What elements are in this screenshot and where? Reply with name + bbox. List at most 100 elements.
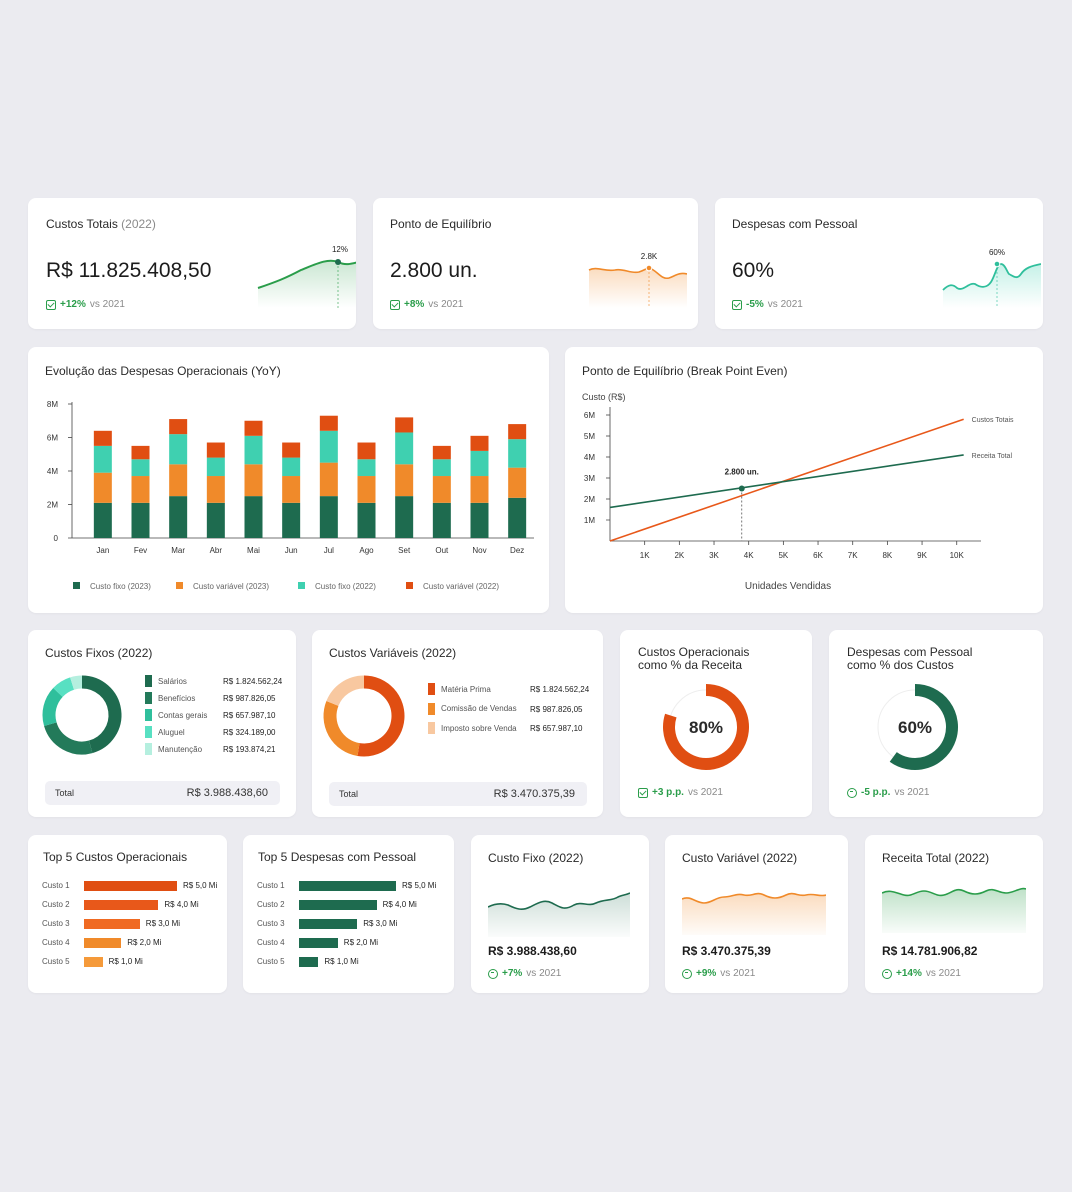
bar-segment bbox=[169, 434, 188, 465]
bar-segment bbox=[93, 445, 112, 473]
legend-swatch bbox=[176, 582, 183, 589]
trend-up-icon bbox=[638, 787, 648, 798]
bar-segment bbox=[470, 450, 489, 477]
bar bbox=[84, 957, 103, 967]
kpi-delta: +12% vs 2021 bbox=[46, 299, 125, 310]
chart-card-top5-custos: Top 5 Custos Operacionais Custo 1 R$ 5,0 … bbox=[28, 835, 227, 993]
gauge-80: 80% bbox=[663, 684, 749, 770]
bar-category-label: Custo 4 bbox=[257, 938, 285, 947]
bar-segment bbox=[432, 445, 451, 460]
bar-category-label: Custo 3 bbox=[257, 919, 285, 928]
mini-title: Receita Total (2022) bbox=[882, 851, 990, 865]
donut-slice bbox=[70, 675, 83, 690]
legend-value: R$ 193.874,21 bbox=[223, 745, 276, 754]
chart-card-despesas-pessoal-pct: Despesas com Pessoal como % dos Custos 6… bbox=[829, 630, 1043, 817]
x-tick-label: 5K bbox=[778, 551, 788, 560]
bar-segment bbox=[206, 502, 225, 538]
bar-segment bbox=[508, 439, 527, 468]
kpi-sparkline: 2.8K bbox=[588, 252, 687, 308]
mini-value: R$ 3.988.438,60 bbox=[488, 944, 577, 958]
mini-sparkline bbox=[488, 892, 630, 937]
bar bbox=[299, 919, 358, 929]
x-tick-label: 3K bbox=[709, 551, 719, 560]
donut-slice bbox=[323, 701, 360, 756]
x-tick-label: Fev bbox=[134, 546, 147, 555]
bar-segment bbox=[282, 502, 301, 538]
mini-card-custo-variavel: Custo Variável (2022) R$ 3.470.375,39 +9… bbox=[665, 835, 848, 993]
bar-segment bbox=[508, 497, 527, 538]
bar-segment bbox=[131, 445, 150, 460]
bar-value-label: R$ 2,0 Mi bbox=[343, 938, 379, 947]
bar-segment bbox=[93, 502, 112, 538]
bar-segment bbox=[93, 472, 112, 503]
donut-slice bbox=[81, 675, 122, 754]
mini-delta: +14% vs 2021 bbox=[882, 968, 961, 979]
bar-category-label: Custo 1 bbox=[257, 881, 285, 890]
chart-title: Ponto de Equilíbrio (Break Point Even) bbox=[582, 364, 788, 378]
bar-segment bbox=[169, 496, 188, 538]
legend-swatch bbox=[145, 726, 152, 738]
gauge-60: 60% bbox=[877, 684, 958, 770]
kpi-title: Despesas com Pessoal bbox=[732, 217, 858, 231]
chart-title: Despesas com Pessoal como % dos Custos bbox=[847, 645, 973, 672]
bar-segment bbox=[508, 467, 527, 498]
bar bbox=[84, 938, 122, 948]
gauge-label: 60% bbox=[898, 718, 932, 737]
mini-value: R$ 3.470.375,39 bbox=[682, 944, 771, 958]
bar-category-label: Custo 3 bbox=[42, 919, 70, 928]
legend-label: Salários bbox=[158, 676, 187, 686]
kpi-title: Ponto de Equilíbrio bbox=[390, 217, 492, 231]
mini-value: R$ 14.781.906,82 bbox=[882, 944, 978, 958]
kpi-card-ponto-equilibrio: Ponto de Equilíbrio 2.800 un. +8% vs 2021… bbox=[373, 198, 698, 329]
legend-value: R$ 657.987,10 bbox=[530, 724, 583, 733]
custos-variaveis-donut bbox=[323, 675, 405, 757]
legend-value: R$ 657.987,10 bbox=[223, 711, 276, 720]
x-tick-label: Jul bbox=[324, 546, 334, 555]
series-line bbox=[609, 418, 964, 542]
bar-category-label: Custo 5 bbox=[42, 957, 70, 966]
y-tick-label: 3M bbox=[584, 474, 595, 483]
bar-segment bbox=[244, 420, 263, 436]
mini-sparkline bbox=[882, 887, 1026, 933]
y-tick-label: 5M bbox=[584, 432, 595, 441]
legend-label: Contas gerais bbox=[158, 710, 208, 720]
kpi-value: 60% bbox=[732, 259, 775, 282]
bar-value-label: R$ 2,0 Mi bbox=[127, 938, 162, 947]
annotation-label: 2.800 un. bbox=[725, 468, 759, 477]
bar-segment bbox=[395, 496, 414, 538]
legend-label: Imposto sobre Venda bbox=[441, 723, 517, 733]
mini-sparkline bbox=[682, 892, 826, 935]
chart-card-top5-pessoal: Top 5 Despesas com Pessoal Custo 1 R$ 5,0… bbox=[243, 835, 454, 993]
bar-segment bbox=[206, 457, 225, 477]
chart-card-custos-fixos: Custos Fixos (2022) Salários R$ 1.824.562… bbox=[28, 630, 296, 817]
bar-segment bbox=[432, 459, 451, 477]
x-tick-label: Abr bbox=[210, 546, 223, 555]
y-tick-label: 4M bbox=[47, 467, 58, 476]
legend-swatch bbox=[406, 582, 413, 589]
mini-title: Custo Fixo (2022) bbox=[488, 851, 584, 865]
bar-segment bbox=[357, 459, 376, 477]
bar-segment bbox=[395, 432, 414, 465]
bar-segment bbox=[432, 476, 451, 503]
gauge-delta: -5 p.p. vs 2021 bbox=[847, 787, 929, 798]
legend-swatch bbox=[145, 675, 152, 687]
y-tick-label: 0 bbox=[54, 534, 59, 543]
sparkline-peak-label: 2.8K bbox=[641, 252, 658, 261]
sparkline-peak-label: 12% bbox=[332, 245, 348, 254]
donut-slice bbox=[53, 677, 75, 698]
bar-segment bbox=[470, 476, 489, 503]
legend-swatch bbox=[428, 722, 435, 734]
bar-segment bbox=[206, 476, 225, 503]
x-tick-label: Dez bbox=[510, 546, 524, 555]
gauge-delta: +3 p.p. vs 2021 bbox=[638, 787, 723, 798]
bar-segment bbox=[357, 502, 376, 538]
custos-fixos-donut bbox=[42, 675, 122, 755]
total-bar: Total R$ 3.470.375,39 bbox=[329, 782, 587, 806]
legend-item: Imposto sobre Venda bbox=[428, 722, 517, 734]
bar-segment bbox=[319, 462, 338, 497]
mini-card-receita-total: Receita Total (2022) R$ 14.781.906,82 +1… bbox=[865, 835, 1043, 993]
legend-label: Benefícios bbox=[158, 693, 196, 703]
bar-category-label: Custo 2 bbox=[42, 900, 70, 909]
x-tick-label: Set bbox=[398, 546, 411, 555]
donut-slice bbox=[326, 675, 365, 707]
